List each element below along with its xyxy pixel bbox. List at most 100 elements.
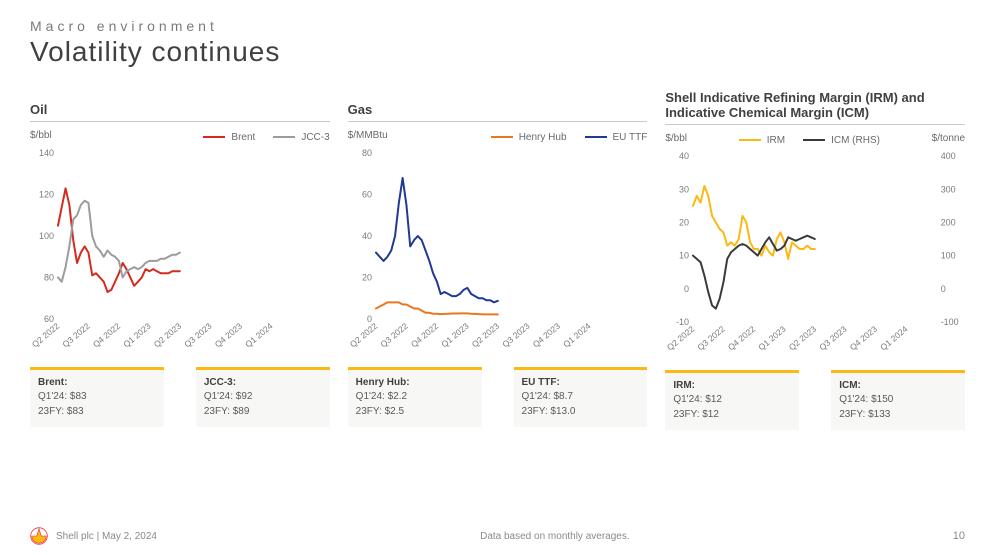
callout-line: Q1'24: $83 — [38, 390, 156, 405]
svg-text:Q3 2022: Q3 2022 — [60, 320, 92, 349]
callout-line: 23FY: $12 — [673, 408, 791, 423]
legend-item: JCC-3 — [273, 132, 329, 143]
callout-line: 23FY: $89 — [204, 405, 322, 420]
callout-row: Henry Hub:Q1'24: $2.223FY: $2.5 EU TTF:Q1… — [348, 367, 648, 428]
unit-right: $/tonne — [932, 133, 965, 144]
legend-label: IRM — [767, 135, 785, 146]
svg-text:30: 30 — [679, 184, 689, 194]
svg-text:Q3 2023: Q3 2023 — [500, 320, 532, 349]
svg-text:Q1 2023: Q1 2023 — [757, 323, 789, 352]
legend-swatch-icon — [739, 139, 761, 141]
callout-line: Q1'24: $92 — [204, 390, 322, 405]
callout-box: IRM:Q1'24: $1223FY: $12 — [665, 370, 799, 431]
legend-item: ICM (RHS) — [803, 135, 880, 146]
svg-text:Q3 2022: Q3 2022 — [378, 320, 410, 349]
svg-text:Q4 2022: Q4 2022 — [726, 323, 758, 352]
footer: Shell plc | May 2, 2024 Data based on mo… — [30, 527, 965, 545]
svg-text:Q4 2022: Q4 2022 — [408, 320, 440, 349]
legend-swatch-icon — [491, 136, 513, 138]
svg-text:20: 20 — [679, 217, 689, 227]
svg-text:60: 60 — [362, 189, 372, 199]
svg-text:-100: -100 — [941, 316, 959, 326]
callout-line: Q1'24: $2.2 — [356, 390, 474, 405]
callout-line: 23FY: $13.0 — [522, 405, 640, 420]
chart-oil: 6080100120140Q2 2022Q3 2022Q4 2022Q1 202… — [30, 149, 330, 359]
legend-row: $/bbl Brent JCC-3 — [30, 130, 330, 143]
legend-item: Brent — [203, 132, 255, 143]
svg-text:Q3 2023: Q3 2023 — [818, 323, 850, 352]
callout-row: Brent:Q1'24: $8323FY: $83 JCC-3:Q1'24: $9… — [30, 367, 330, 428]
callout-box: EU TTF:Q1'24: $8.723FY: $13.0 — [514, 367, 648, 428]
callout-line: 23FY: $83 — [38, 405, 156, 420]
eyebrow: Macro environment — [30, 18, 965, 34]
svg-text:Q2 2022: Q2 2022 — [348, 320, 379, 349]
svg-text:120: 120 — [39, 189, 54, 199]
legend-item: IRM — [739, 135, 785, 146]
unit-left: $/MMBtu — [348, 130, 388, 141]
panel-title: Oil — [30, 90, 330, 122]
legend-label: ICM (RHS) — [831, 135, 880, 146]
svg-text:Q4 2023: Q4 2023 — [848, 323, 880, 352]
page: Macro environment Volatility continues O… — [0, 0, 995, 555]
svg-text:10: 10 — [679, 250, 689, 260]
svg-text:Q4 2022: Q4 2022 — [91, 320, 123, 349]
callout-name: IRM: — [673, 379, 791, 394]
svg-text:Q1 2024: Q1 2024 — [878, 323, 910, 352]
svg-text:Q4 2023: Q4 2023 — [530, 320, 562, 349]
chart-panel-oil: Oil$/bblBrentJCC-36080100120140Q2 2022Q3… — [30, 90, 330, 430]
legend-label: JCC-3 — [301, 132, 329, 143]
legend-row: $/bbl IRM ICM (RHS) $/tonne — [665, 133, 965, 146]
page-title: Volatility continues — [30, 36, 965, 68]
unit-left: $/bbl — [665, 133, 687, 144]
legend-item: Henry Hub — [491, 132, 567, 143]
svg-text:40: 40 — [362, 231, 372, 241]
callout-line: 23FY: $2.5 — [356, 405, 474, 420]
svg-text:80: 80 — [44, 272, 54, 282]
callout-line: Q1'24: $150 — [839, 393, 957, 408]
shell-logo-icon — [30, 527, 48, 545]
callout-line: 23FY: $133 — [839, 408, 957, 423]
svg-text:140: 140 — [39, 149, 54, 158]
svg-text:300: 300 — [941, 184, 956, 194]
legend-label: EU TTF — [613, 132, 648, 143]
svg-text:Q2 2023: Q2 2023 — [787, 323, 819, 352]
callout-box: Henry Hub:Q1'24: $2.223FY: $2.5 — [348, 367, 482, 428]
panel-title: Shell Indicative Refining Margin (IRM) a… — [665, 90, 965, 125]
chart-panel-margins: Shell Indicative Refining Margin (IRM) a… — [665, 90, 965, 430]
legend-swatch-icon — [585, 136, 607, 138]
callout-line: Q1'24: $12 — [673, 393, 791, 408]
svg-text:100: 100 — [941, 250, 956, 260]
charts-row: Oil$/bblBrentJCC-36080100120140Q2 2022Q3… — [30, 90, 965, 430]
svg-text:Q4 2023: Q4 2023 — [213, 320, 245, 349]
svg-text:200: 200 — [941, 217, 956, 227]
callout-name: Brent: — [38, 376, 156, 391]
unit-left: $/bbl — [30, 130, 52, 141]
legend-row: $/MMBtu Henry Hub EU TTF — [348, 130, 648, 143]
chart-gas: 020406080Q2 2022Q3 2022Q4 2022Q1 2023Q2 … — [348, 149, 648, 359]
svg-text:100: 100 — [39, 231, 54, 241]
svg-text:Q1 2023: Q1 2023 — [121, 320, 153, 349]
svg-text:40: 40 — [679, 152, 689, 161]
svg-text:Q2 2022: Q2 2022 — [665, 323, 696, 352]
svg-text:20: 20 — [362, 272, 372, 282]
svg-text:Q2 2022: Q2 2022 — [30, 320, 61, 349]
legend-item: EU TTF — [585, 132, 648, 143]
callout-box: Brent:Q1'24: $8323FY: $83 — [30, 367, 164, 428]
legend-label: Brent — [231, 132, 255, 143]
callout-row: IRM:Q1'24: $1223FY: $12 ICM:Q1'24: $15023… — [665, 370, 965, 431]
legend-swatch-icon — [803, 139, 825, 141]
callout-line: Q1'24: $8.7 — [522, 390, 640, 405]
svg-text:0: 0 — [941, 283, 946, 293]
svg-text:Q1 2024: Q1 2024 — [243, 320, 275, 349]
chart-margins: -10010203040-1000100200300400Q2 2022Q3 2… — [665, 152, 965, 362]
footer-note: Data based on monthly averages. — [157, 531, 953, 542]
chart-panel-gas: Gas$/MMBtuHenry HubEU TTF020406080Q2 202… — [348, 90, 648, 430]
svg-text:400: 400 — [941, 152, 956, 161]
callout-box: ICM:Q1'24: $15023FY: $133 — [831, 370, 965, 431]
svg-text:Q2 2023: Q2 2023 — [152, 320, 184, 349]
legend-label: Henry Hub — [519, 132, 567, 143]
callout-box: JCC-3:Q1'24: $9223FY: $89 — [196, 367, 330, 428]
svg-text:Q2 2023: Q2 2023 — [469, 320, 501, 349]
page-number: 10 — [953, 530, 965, 542]
svg-text:Q3 2022: Q3 2022 — [696, 323, 728, 352]
